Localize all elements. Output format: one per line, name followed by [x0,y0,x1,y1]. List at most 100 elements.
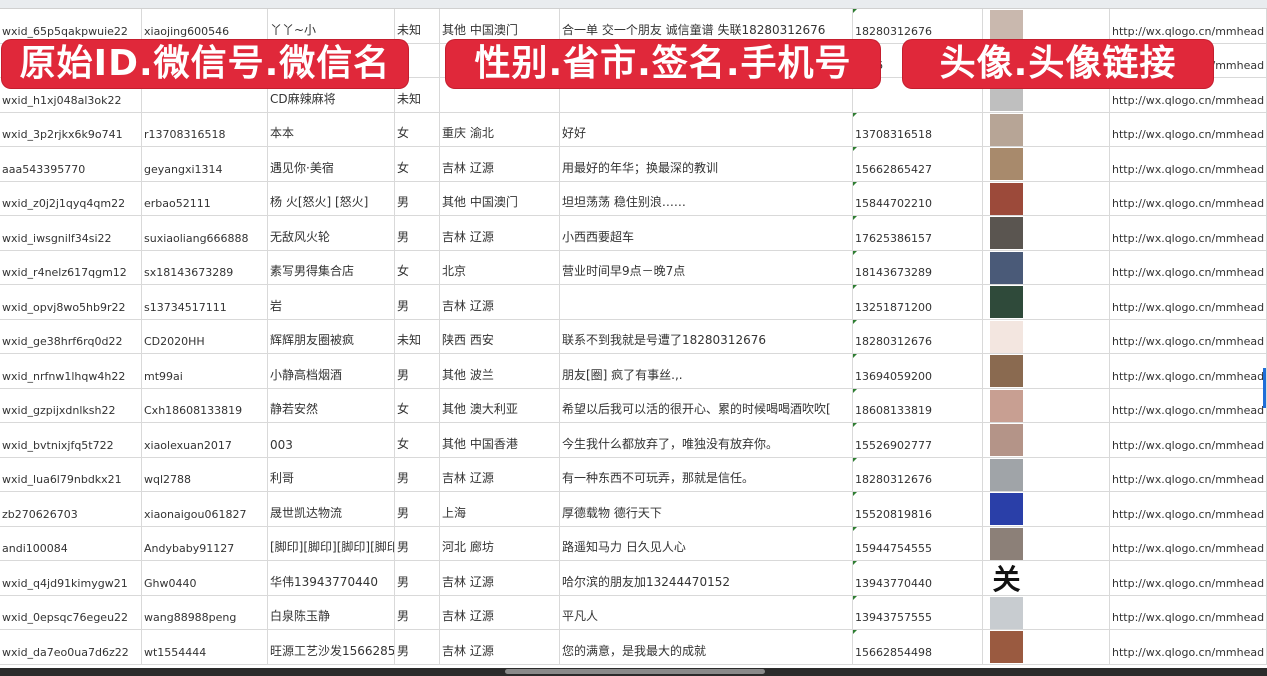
cell-name[interactable]: 岩 [268,285,395,319]
cell-signature[interactable] [560,285,853,319]
cell-region[interactable]: 其他 中国澳门 [440,9,560,43]
cell-wechat[interactable]: r13708316518 [142,112,268,146]
cell-id[interactable]: zb270626703 [0,492,142,526]
cell-avatar[interactable] [983,492,1110,526]
cell-region[interactable] [440,78,560,112]
cell-name[interactable]: 无敌风火轮 [268,216,395,250]
cell-name[interactable]: 静若安然 [268,388,395,422]
cell-phone[interactable]: 18280312676 [853,457,983,491]
cell-id[interactable]: aaa543395770 [0,147,142,181]
cell-signature[interactable]: 平凡人 [560,595,853,629]
cell-link[interactable]: http://wx.qlogo.cn/mmhead [1110,319,1267,353]
cell-region[interactable]: 河北 廊坊 [440,526,560,560]
cell-signature[interactable]: 合一单 交一个朋友 诚信童谱 失联18280312676 [560,9,853,43]
cell-id[interactable]: wxid_0epsqc76egeu22 [0,595,142,629]
cell-signature[interactable]: 有一种东西不可玩弄，那就是信任。 [560,457,853,491]
cell-phone[interactable]: 15844702210 [853,181,983,215]
cell-link[interactable]: http://wx.qlogo.cn/mmhead [1110,595,1267,629]
cell-link[interactable]: http://wx.qlogo.cn/mmhead [1110,423,1267,457]
cell-wechat[interactable]: suxiaoliang666888 [142,216,268,250]
cell-id[interactable]: wxid_z0j2j1qyq4qm22 [0,181,142,215]
cell-signature[interactable]: 路遥知马力 日久见人心 [560,526,853,560]
cell-id[interactable]: wxid_opvj8wo5hb9r22 [0,285,142,319]
cell-avatar[interactable] [983,526,1110,560]
cell-avatar[interactable] [983,9,1110,43]
cell-name[interactable]: 旺源工艺沙发15662854 [268,630,395,664]
cell-avatar[interactable] [983,216,1110,250]
cell-link[interactable]: http://wx.qlogo.cn/mmhead [1110,457,1267,491]
cell-signature[interactable]: 今生我什么都放弃了，唯独没有放弃你。 [560,423,853,457]
cell-gender[interactable]: 男 [395,492,440,526]
cell-signature[interactable]: 好好 [560,112,853,146]
cell-link[interactable]: http://wx.qlogo.cn/mmhead [1110,561,1267,595]
cell-signature[interactable]: 您的满意，是我最大的成就 [560,630,853,664]
cell-link[interactable]: http://wx.qlogo.cn/mmhead [1110,216,1267,250]
cell-wechat[interactable] [142,78,268,112]
cell-wechat[interactable]: wql2788 [142,457,268,491]
cell-gender[interactable]: 女 [395,423,440,457]
cell-avatar[interactable] [983,457,1110,491]
cell-wechat[interactable]: xiaojing600546 [142,9,268,43]
cell-name[interactable]: 素写男得集合店 [268,250,395,284]
cell-phone[interactable]: 18143673289 [853,250,983,284]
cell-signature[interactable]: 小西西要超车 [560,216,853,250]
cell-name[interactable]: 遇见你·美宿 [268,147,395,181]
cell-region[interactable]: 吉林 辽源 [440,595,560,629]
cell-phone[interactable]: 13251871200 [853,285,983,319]
cell-avatar[interactable] [983,147,1110,181]
cell-wechat[interactable]: Ghw0440 [142,561,268,595]
cell-link[interactable]: http://wx.qlogo.cn/mmhead [1110,388,1267,422]
cell-wechat[interactable]: sx18143673289 [142,250,268,284]
cell-id[interactable]: wxid_65p5qakpwuie22 [0,9,142,43]
cell-phone[interactable]: 13943757555 [853,595,983,629]
cell-id[interactable]: wxid_nrfnw1lhqw4h22 [0,354,142,388]
cell-name[interactable]: 小静高档烟酒 [268,354,395,388]
cell-id[interactable]: wxid_q4jd91kimygw21 [0,561,142,595]
cell-region[interactable]: 北京 [440,250,560,284]
cell-wechat[interactable]: Andybaby91127 [142,526,268,560]
cell-wechat[interactable]: xiaolexuan2017 [142,423,268,457]
cell-region[interactable]: 其他 中国香港 [440,423,560,457]
cell-phone[interactable]: 15662865427 [853,147,983,181]
cell-phone[interactable]: 18280312676 [853,319,983,353]
cell-gender[interactable]: 未知 [395,9,440,43]
cell-name[interactable]: 辉辉朋友圈被疯 [268,319,395,353]
cell-region[interactable]: 吉林 辽源 [440,147,560,181]
cell-signature[interactable]: 用最好的年华；换最深的教训 [560,147,853,181]
cell-gender[interactable]: 男 [395,526,440,560]
cell-wechat[interactable]: wang88988peng [142,595,268,629]
cell-link[interactable]: http://wx.qlogo.cn/mmhead [1110,526,1267,560]
cell-phone[interactable]: 18608133819 [853,388,983,422]
cell-link[interactable]: http://wx.qlogo.cn/mmhead [1110,250,1267,284]
cell-name[interactable]: 丫丫~小 [268,9,395,43]
cell-gender[interactable]: 未知 [395,78,440,112]
cell-gender[interactable]: 女 [395,388,440,422]
cell-avatar[interactable] [983,319,1110,353]
cell-gender[interactable]: 男 [395,561,440,595]
cell-region[interactable]: 其他 中国澳门 [440,181,560,215]
cell-avatar[interactable] [983,423,1110,457]
cell-phone[interactable]: 17625386157 [853,216,983,250]
cell-signature[interactable]: 希望以后我可以活的很开心、累的时候喝喝酒吹吹[ [560,388,853,422]
cell-avatar[interactable] [983,630,1110,664]
cell-region[interactable]: 陕西 西安 [440,319,560,353]
cell-name[interactable]: 003 [268,423,395,457]
cell-region[interactable]: 吉林 辽源 [440,561,560,595]
cell-gender[interactable]: 男 [395,285,440,319]
cell-gender[interactable]: 男 [395,595,440,629]
cell-id[interactable]: wxid_lua6l79nbdkx21 [0,457,142,491]
cell-phone[interactable]: 18280312676 [853,9,983,43]
cell-id[interactable]: wxid_bvtnixjfq5t722 [0,423,142,457]
cell-region[interactable]: 其他 波兰 [440,354,560,388]
cell-region[interactable]: 其他 澳大利亚 [440,388,560,422]
cell-avatar[interactable] [983,250,1110,284]
cell-phone[interactable]: 13943770440 [853,561,983,595]
cell-phone[interactable]: 15526902777 [853,423,983,457]
cell-avatar[interactable] [983,354,1110,388]
cell-wechat[interactable]: erbao52111 [142,181,268,215]
cell-gender[interactable] [395,43,440,77]
cell-id[interactable]: wxid_ge38hrf6rq0d22 [0,319,142,353]
cell-signature[interactable]: 坦坦荡荡 稳住别浪…… [560,181,853,215]
cell-name[interactable]: 华伟13943770440 [268,561,395,595]
cell-avatar[interactable] [983,112,1110,146]
